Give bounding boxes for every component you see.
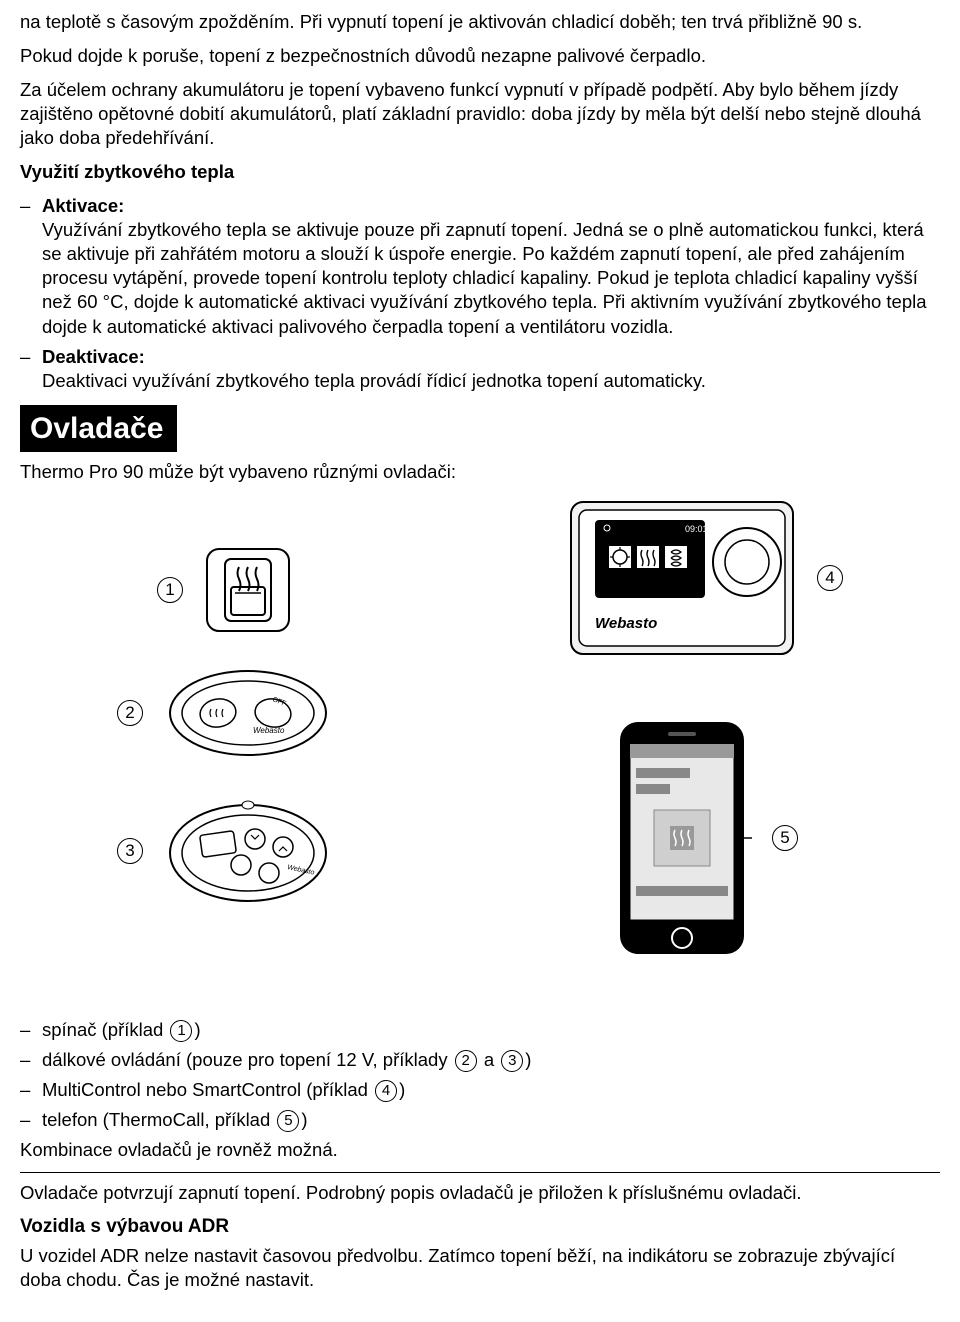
illustrations: 1 2 OFF Webasto bbox=[20, 498, 940, 958]
ref-4-icon: 4 bbox=[375, 1080, 397, 1102]
controls-header: Ovladače bbox=[20, 405, 177, 452]
ref-1-icon: 1 bbox=[170, 1020, 192, 1042]
ref-5-icon: 5 bbox=[277, 1110, 299, 1132]
illustrations-right: 09:01 Webasto 4 bbox=[567, 498, 843, 958]
legend-list: spínač (příklad 1) dálkové ovládání (pou… bbox=[20, 1018, 940, 1132]
confirm-text: Ovladače potvrzují zapnutí topení. Podro… bbox=[20, 1181, 940, 1205]
svg-text:Webasto: Webasto bbox=[595, 615, 657, 632]
legend-1: spínač (příklad 1) bbox=[42, 1018, 940, 1042]
switch-icon bbox=[203, 545, 293, 635]
divider bbox=[20, 1172, 940, 1173]
activation-text: Využívání zbytkového tepla se aktivuje p… bbox=[42, 219, 927, 336]
adr-heading: Vozidla s výbavou ADR bbox=[20, 1215, 940, 1240]
item-4: 09:01 Webasto 4 bbox=[567, 498, 843, 658]
label-1: 1 bbox=[157, 577, 183, 603]
controls-lead: Thermo Pro 90 může být vybaveno různými … bbox=[20, 460, 940, 484]
remote-2-icon: OFF Webasto bbox=[163, 663, 333, 763]
intro-text-2: Pokud dojde k poruše, topení z bezpečnos… bbox=[20, 44, 940, 68]
intro-text-3: Za účelem ochrany akumulátoru je topení … bbox=[20, 78, 940, 150]
adr-text: U vozidel ADR nelze nastavit časovou pře… bbox=[20, 1244, 940, 1292]
item-3: 3 Webasto bbox=[117, 791, 333, 911]
item-1: 1 bbox=[157, 545, 293, 635]
legend-2: dálkové ovládání (pouze pro topení 12 V,… bbox=[42, 1048, 940, 1072]
label-4: 4 bbox=[817, 565, 843, 591]
label-5: 5 bbox=[772, 825, 798, 851]
deactivation-item: Deaktivace: Deaktivaci využívání zbytkov… bbox=[42, 345, 940, 393]
deactivation-text: Deaktivaci využívání zbytkového tepla pr… bbox=[42, 370, 706, 391]
ref-3-icon: 3 bbox=[501, 1050, 523, 1072]
legend-3: MultiControl nebo SmartControl (příklad … bbox=[42, 1078, 940, 1102]
item-2: 2 OFF Webasto bbox=[117, 663, 333, 763]
legend-4: telefon (ThermoCall, příklad 5) bbox=[42, 1108, 940, 1132]
residual-heat-title: Využití zbytkového tepla bbox=[20, 160, 940, 184]
deactivation-label: Deaktivace: bbox=[42, 345, 940, 369]
illustrations-left: 1 2 OFF Webasto bbox=[117, 545, 333, 911]
activation-label: Aktivace: bbox=[42, 194, 940, 218]
item-5: 5 bbox=[612, 718, 798, 958]
svg-text:09:01: 09:01 bbox=[685, 524, 708, 534]
activation-item: Aktivace: Využívání zbytkového tepla se … bbox=[42, 194, 940, 338]
label-3: 3 bbox=[117, 838, 143, 864]
phone-icon bbox=[612, 718, 752, 958]
remote-3-icon: Webasto bbox=[163, 791, 333, 911]
residual-heat-list: Aktivace: Využívání zbytkového tepla se … bbox=[20, 194, 940, 392]
multicontrol-icon: 09:01 Webasto bbox=[567, 498, 797, 658]
label-2: 2 bbox=[117, 700, 143, 726]
intro-text-1: na teplotě s časovým zpožděním. Při vypn… bbox=[20, 10, 940, 34]
svg-text:Webasto: Webasto bbox=[253, 726, 285, 735]
ref-2-icon: 2 bbox=[455, 1050, 477, 1072]
combination-text: Kombinace ovladačů je rovněž možná. bbox=[20, 1138, 940, 1162]
